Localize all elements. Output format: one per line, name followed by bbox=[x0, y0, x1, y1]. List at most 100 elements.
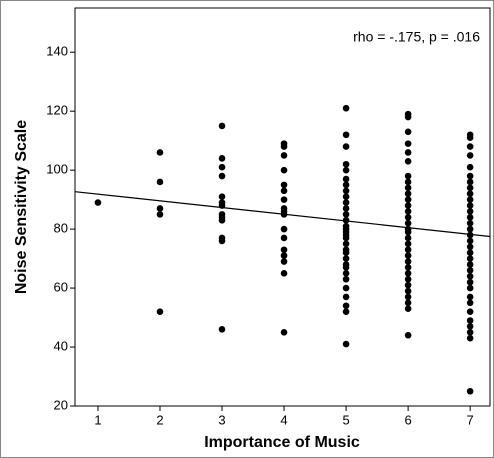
point bbox=[280, 252, 288, 259]
point bbox=[404, 258, 412, 265]
point bbox=[466, 387, 474, 395]
x-tick-label: 3 bbox=[218, 412, 225, 427]
point bbox=[342, 240, 350, 248]
x-axis-title: Importance of Music bbox=[204, 434, 360, 451]
point bbox=[404, 202, 412, 209]
point bbox=[342, 216, 350, 224]
point bbox=[466, 202, 474, 209]
point bbox=[404, 219, 412, 227]
point bbox=[466, 214, 474, 221]
point bbox=[404, 270, 412, 277]
y-tick-label: 100 bbox=[46, 162, 68, 177]
point bbox=[404, 214, 412, 221]
point bbox=[342, 234, 350, 242]
point bbox=[342, 175, 350, 183]
point bbox=[218, 172, 226, 180]
point bbox=[404, 140, 412, 147]
point bbox=[342, 187, 350, 195]
point bbox=[404, 172, 412, 180]
y-tick-label: 140 bbox=[46, 44, 68, 59]
point bbox=[280, 187, 288, 195]
point bbox=[156, 211, 164, 218]
point bbox=[404, 293, 412, 301]
point bbox=[280, 225, 288, 233]
point bbox=[280, 166, 288, 174]
point bbox=[404, 158, 412, 165]
x-tick-label: 6 bbox=[404, 412, 411, 427]
point bbox=[466, 267, 474, 274]
point bbox=[280, 143, 288, 150]
point bbox=[94, 199, 102, 206]
point bbox=[280, 196, 288, 203]
x-tick-label: 5 bbox=[342, 412, 349, 427]
point bbox=[466, 190, 474, 198]
x-tick-label: 4 bbox=[280, 412, 287, 427]
point bbox=[342, 275, 350, 283]
point bbox=[404, 184, 412, 192]
point bbox=[404, 299, 412, 307]
point bbox=[466, 278, 474, 286]
point bbox=[404, 149, 412, 156]
point bbox=[404, 196, 412, 203]
point bbox=[218, 155, 226, 162]
y-tick-label: 80 bbox=[54, 221, 68, 236]
point bbox=[466, 308, 474, 315]
point bbox=[404, 234, 412, 242]
point bbox=[404, 246, 412, 254]
annotation: rho = -.175, p = .016 bbox=[353, 29, 480, 45]
point bbox=[156, 178, 164, 186]
point bbox=[156, 205, 164, 212]
point bbox=[342, 308, 350, 315]
point bbox=[342, 293, 350, 301]
point bbox=[404, 128, 412, 136]
point bbox=[342, 104, 350, 112]
point bbox=[466, 184, 474, 192]
point bbox=[404, 275, 412, 283]
point bbox=[342, 302, 350, 310]
y-tick-label: 40 bbox=[54, 338, 68, 353]
point bbox=[466, 328, 474, 336]
point bbox=[404, 208, 412, 215]
point bbox=[466, 255, 474, 262]
point bbox=[466, 299, 474, 307]
point bbox=[466, 225, 474, 233]
point bbox=[404, 287, 412, 295]
point bbox=[342, 193, 350, 200]
point bbox=[404, 228, 412, 236]
point bbox=[466, 243, 474, 251]
point bbox=[218, 216, 226, 224]
point bbox=[466, 163, 474, 171]
point bbox=[404, 178, 412, 186]
point bbox=[404, 113, 412, 121]
point bbox=[466, 196, 474, 203]
point bbox=[404, 190, 412, 198]
point bbox=[404, 264, 412, 271]
point bbox=[466, 134, 474, 142]
x-tick-label: 2 bbox=[156, 412, 163, 427]
point bbox=[342, 181, 350, 189]
point bbox=[218, 193, 226, 200]
point bbox=[466, 208, 474, 215]
point bbox=[466, 323, 474, 330]
point bbox=[466, 317, 474, 324]
point bbox=[404, 240, 412, 248]
point bbox=[280, 328, 288, 336]
point bbox=[466, 249, 474, 256]
point bbox=[466, 293, 474, 301]
point bbox=[466, 261, 474, 268]
point bbox=[280, 181, 288, 189]
point bbox=[218, 237, 226, 245]
point bbox=[466, 237, 474, 245]
point bbox=[342, 143, 350, 150]
point bbox=[280, 152, 288, 159]
point bbox=[466, 178, 474, 186]
point bbox=[342, 284, 350, 292]
point bbox=[342, 199, 350, 206]
point bbox=[466, 152, 474, 159]
point bbox=[466, 334, 474, 342]
y-tick-label: 60 bbox=[54, 280, 68, 295]
x-tick-label: 7 bbox=[467, 412, 474, 427]
y-axis-title: Noise Sensitivity Scale bbox=[13, 120, 30, 294]
point bbox=[342, 255, 350, 262]
